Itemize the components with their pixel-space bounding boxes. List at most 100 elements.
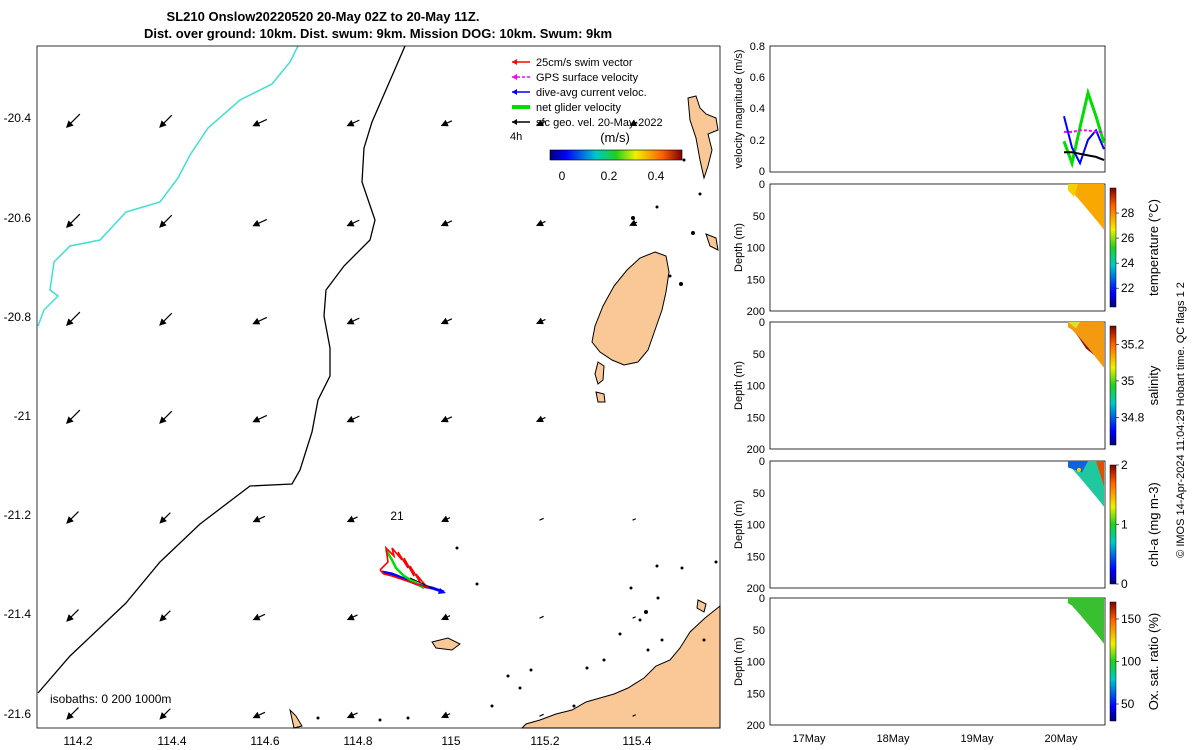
velocity-ylabel: velocity magnitude (m/s) bbox=[733, 49, 745, 168]
salinity-colorbar-label: salinity bbox=[1146, 365, 1161, 405]
geo-velocity-arrow bbox=[346, 317, 360, 325]
geo-velocity-arrow bbox=[159, 610, 171, 622]
svg-text:20May: 20May bbox=[1044, 733, 1078, 745]
lon-tick: 115 bbox=[441, 734, 460, 748]
island-west-reef bbox=[431, 637, 461, 651]
track-annotation: 21 bbox=[390, 509, 404, 523]
svg-text:sfc geo. vel. 20-May-2022: sfc geo. vel. 20-May-2022 bbox=[536, 117, 663, 129]
geo-velocity-arrow bbox=[535, 317, 546, 325]
lon-tick: 114.2 bbox=[63, 734, 92, 748]
temperature-warm-patch bbox=[1068, 184, 1078, 197]
svg-text:25cm/s swim vector: 25cm/s swim vector bbox=[536, 57, 633, 69]
map-frame bbox=[36, 45, 721, 729]
figure-subtitle: Dist. over ground: 10km. Dist. swum: 9km… bbox=[144, 26, 612, 41]
velocity-line bbox=[1063, 116, 1105, 166]
depth-tick: 100 bbox=[747, 520, 765, 532]
depth-tick: 100 bbox=[747, 657, 765, 669]
geo-velocity-arrow bbox=[535, 415, 546, 423]
velocity-line bbox=[1064, 129, 1104, 133]
depth-tick: 0 bbox=[759, 179, 765, 191]
isobath-200m bbox=[37, 45, 406, 694]
svg-text:0.6: 0.6 bbox=[750, 72, 765, 84]
colorbar-tick: 2 bbox=[1121, 458, 1128, 472]
colorbar-tick: 24 bbox=[1121, 256, 1135, 270]
geo-velocity-arrow bbox=[252, 414, 268, 423]
geo-velocity-arrow bbox=[440, 515, 451, 523]
map-lon-ticks: 114.2 114.4 114.6 114.8 115 115.2 115.4 bbox=[63, 734, 651, 748]
svg-text:0.2: 0.2 bbox=[750, 135, 765, 147]
lon-tick: 115.4 bbox=[622, 734, 651, 748]
colorbar-tick: 26 bbox=[1121, 231, 1135, 245]
salinity-low-patch bbox=[1068, 322, 1080, 329]
map-legend: 25cm/s swim vector GPS surface velocity … bbox=[510, 57, 663, 143]
velocity-line bbox=[1064, 151, 1105, 162]
svg-text:0.8: 0.8 bbox=[750, 41, 765, 53]
geo-velocity-arrow bbox=[539, 615, 544, 619]
depth-ylabel: Depth (m) bbox=[733, 223, 745, 272]
chla-colorbar-label: chl-a (mg m-3) bbox=[1146, 482, 1161, 567]
depth-ylabel: Depth (m) bbox=[733, 500, 745, 549]
oxygen-colorbar-label: Ox. sat. ratio (%) bbox=[1146, 613, 1161, 711]
geo-velocity-arrow bbox=[346, 613, 358, 621]
geostrophic-velocity-arrows bbox=[65, 113, 638, 720]
velocity-yticks: 0 0.2 0.4 0.6 0.8 bbox=[750, 41, 765, 178]
legend-item-swim: 25cm/s swim vector bbox=[512, 57, 633, 69]
islets bbox=[316, 158, 718, 722]
chla-high-patch bbox=[1096, 461, 1104, 487]
svg-text:0: 0 bbox=[759, 166, 765, 178]
colorbar-tick: 35.2 bbox=[1121, 337, 1145, 351]
depth-ylabel: Depth (m) bbox=[733, 637, 745, 686]
geo-velocity-arrow bbox=[65, 409, 81, 425]
colorbar-tick: 0.4 bbox=[648, 169, 665, 183]
geo-velocity-arrow bbox=[346, 711, 358, 719]
geo-velocity-arrow bbox=[252, 613, 266, 621]
salinity-data-field bbox=[1068, 322, 1104, 368]
speed-colorbar: (m/s) 0 0.2 0.4 bbox=[549, 130, 683, 183]
track-black bbox=[409, 577, 433, 589]
colorbar-tick: 50 bbox=[1121, 697, 1135, 711]
depth-tick: 50 bbox=[753, 211, 765, 223]
geo-velocity-arrow bbox=[440, 415, 453, 423]
track-green bbox=[384, 549, 425, 590]
colorbar-tick: 34.8 bbox=[1121, 411, 1145, 425]
geo-velocity-arrow bbox=[159, 114, 173, 128]
chla-colorbar bbox=[1109, 464, 1117, 585]
glider-track bbox=[379, 545, 446, 594]
depth-tick: 0 bbox=[759, 317, 765, 329]
lat-tick: -21 bbox=[14, 409, 32, 423]
depth-tick: 150 bbox=[747, 688, 765, 700]
colorbar-title: (m/s) bbox=[600, 130, 630, 145]
temperature-section-panel: 0 50 100 150 200 Depth (m) 22 24 26 28 temperature… bbox=[733, 179, 1161, 318]
chla-data-field bbox=[1068, 461, 1104, 507]
island-south-tip bbox=[594, 361, 605, 385]
isobath-1000m bbox=[37, 45, 299, 327]
lat-tick: -20.4 bbox=[4, 111, 32, 125]
depth-tick: 50 bbox=[753, 349, 765, 361]
copyright-qc-text: © IMOS 14-Apr-2024 11:04:29 Hobart time.… bbox=[1175, 282, 1187, 558]
geo-velocity-arrow bbox=[159, 312, 173, 326]
geo-velocity-arrow bbox=[66, 707, 79, 720]
oxygen-colorbar bbox=[1109, 601, 1117, 722]
colorbar-tick: 28 bbox=[1121, 206, 1135, 220]
lat-tick: -20.8 bbox=[4, 310, 32, 324]
lon-tick: 114.4 bbox=[157, 734, 186, 748]
geo-velocity-arrow bbox=[535, 119, 546, 127]
geo-velocity-arrow bbox=[535, 219, 546, 227]
chla-low-patch bbox=[1068, 461, 1088, 473]
depth-tick: 100 bbox=[747, 243, 765, 255]
geo-velocity-arrow bbox=[65, 113, 81, 129]
geo-velocity-arrow bbox=[629, 219, 638, 227]
legend-item-net: net glider velocity bbox=[512, 102, 621, 114]
geo-velocity-arrow bbox=[440, 711, 451, 719]
velocity-panel: 0 0.2 0.4 0.6 0.8 velocity magnitude (m/… bbox=[733, 41, 1106, 178]
track-red bbox=[379, 545, 431, 589]
depth-tick: 200 bbox=[747, 720, 765, 732]
lon-tick: 114.8 bbox=[343, 734, 372, 748]
geo-velocity-arrow bbox=[65, 213, 81, 229]
island-south-small bbox=[595, 391, 606, 403]
depth-tick: 200 bbox=[747, 444, 765, 456]
velocity-line bbox=[1062, 87, 1106, 169]
